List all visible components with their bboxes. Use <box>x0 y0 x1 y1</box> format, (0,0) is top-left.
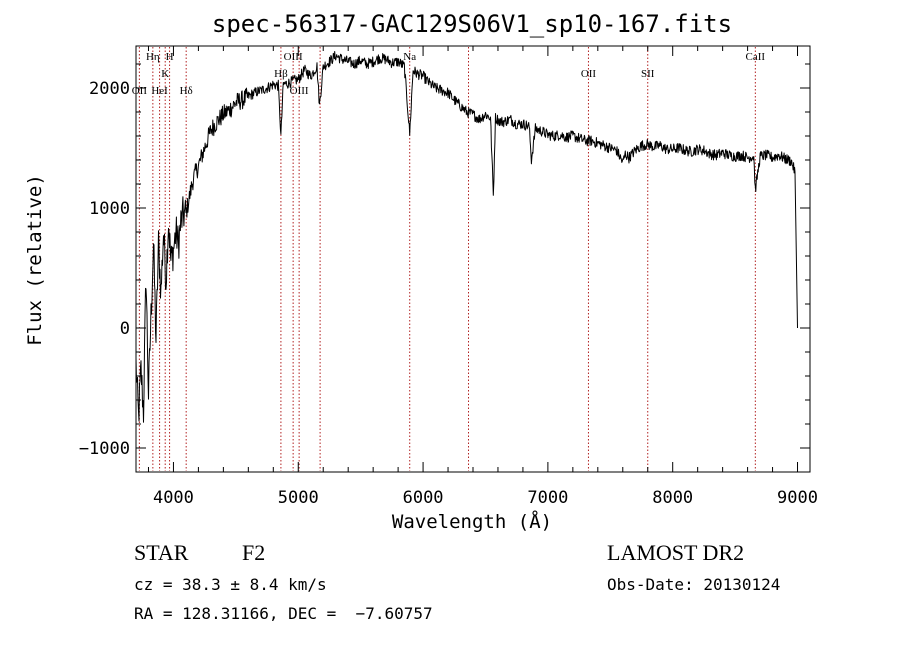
line-marker-label: Hβ <box>274 68 288 80</box>
line-marker-label: OIII <box>284 51 303 63</box>
line-marker-label: OIII <box>290 85 309 97</box>
y-axis-label: Flux (relative) <box>24 174 46 346</box>
line-marker-label: HeI <box>151 85 168 97</box>
chart-title: spec-56317-GAC129S06V1_sp10-167.fits <box>212 10 732 38</box>
subclass-label: F2 <box>242 540 266 565</box>
line-marker-label: Na <box>403 51 416 63</box>
spectrum-line <box>135 51 798 423</box>
y-tick-label: 0 <box>120 319 130 339</box>
obs-date-text: Obs-Date: 20130124 <box>607 575 781 594</box>
line-marker-label: K <box>161 68 169 80</box>
class-label: STAR <box>134 540 189 565</box>
line-marker-label: H <box>166 51 174 63</box>
x-tick-label: 6000 <box>403 488 444 508</box>
line-marker-label: Hδ <box>180 85 193 97</box>
y-tick-label: 2000 <box>89 79 130 99</box>
y-tick-label: 1000 <box>89 199 130 219</box>
x-axis: 4000 5000 6000 7000 8000 9000 <box>147 46 818 508</box>
coordinates-text: RA = 128.31166, DEC = −7.60757 <box>134 604 433 623</box>
line-marker-label: SII <box>641 68 655 80</box>
x-tick-label: 4000 <box>153 488 194 508</box>
redshift-text: cz = 38.3 ± 8.4 km/s <box>134 575 327 594</box>
line-marker-label: CaII <box>746 51 766 63</box>
series-layer <box>135 51 798 423</box>
line-marker-label: OII <box>132 85 148 97</box>
x-tick-label: 9000 <box>777 488 818 508</box>
y-tick-label: −1000 <box>79 439 130 459</box>
x-tick-label: 5000 <box>278 488 319 508</box>
line-marker-label: OII <box>581 68 597 80</box>
x-tick-label: 7000 <box>527 488 568 508</box>
x-tick-label: 8000 <box>652 488 693 508</box>
x-axis-label: Wavelength (Å) <box>392 510 552 533</box>
survey-label: LAMOST DR2 <box>607 540 745 565</box>
y-axis: −1000 0 1000 2000 <box>79 63 810 459</box>
line-marker-label: Hη <box>146 51 160 63</box>
marker-lines <box>138 47 756 471</box>
